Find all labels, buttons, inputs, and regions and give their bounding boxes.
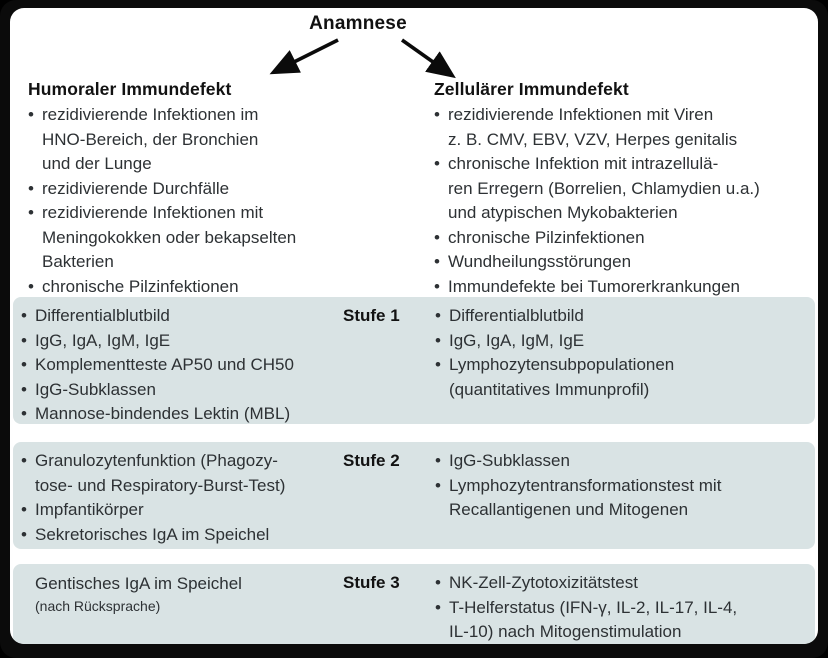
list-item: • NK-Zell-Zytotoxizitätstest <box>435 571 807 596</box>
bullet-icon: • <box>21 306 27 325</box>
bullet-icon: • <box>28 105 34 124</box>
list-item: • Wundheilungsstörungen <box>434 250 816 275</box>
stage3-left-note: (nach Rücksprache) <box>35 598 161 614</box>
bullet-icon: • <box>28 178 34 198</box>
bullet-icon: • <box>21 451 27 470</box>
list-item: • IgG, IgA, IgM, IgE <box>435 329 807 354</box>
bullet-icon: • <box>435 355 441 374</box>
bullet-icon: • <box>435 451 441 470</box>
list-item: • Lymphozytentransformationstest mit Reca… <box>435 474 807 523</box>
list-item: • chronische Infektion mit intrazellulä- … <box>434 152 816 226</box>
list-item: • Impfantikörper <box>21 498 343 523</box>
bullet-icon: • <box>434 105 440 124</box>
diagram-panel: Anamnese Humoraler Immundefekt • rezidivi… <box>10 8 818 644</box>
bullet-icon: • <box>21 404 27 423</box>
diagram-title: Anamnese <box>309 13 407 34</box>
arrow-to-cellular <box>400 38 456 79</box>
bullet-icon: • <box>28 276 34 296</box>
bullet-icon: • <box>434 154 440 173</box>
stage3-left-text: Gentisches IgA im Speichel (nach Rückspr… <box>21 571 343 616</box>
bullet-icon: • <box>21 524 27 544</box>
bullet-icon: • <box>434 276 440 296</box>
stage-row-1: • Differentialblutbild • IgG, IgA, IgM, Ig… <box>13 297 815 424</box>
branch-arrows <box>269 38 456 79</box>
bullet-icon: • <box>21 330 27 350</box>
bullet-icon: • <box>28 203 34 222</box>
list-item: • Differentialblutbild <box>435 304 807 329</box>
list-item: • IgG, IgA, IgM, IgE <box>21 329 343 354</box>
list-item: • Mannose-bindendes Lektin (MBL) <box>21 402 343 427</box>
humoral-list: • rezidivierende Infektionen im HNO-Berei… <box>28 103 364 299</box>
stage1-label: Stufe 1 <box>343 306 400 325</box>
bullet-icon: • <box>435 306 441 325</box>
list-item: • Lymphozytensubpopulationen (quantitativ… <box>435 353 807 402</box>
humoral-column: Humoraler Immundefekt • rezidivierende In… <box>28 79 364 299</box>
list-item: • Immundefekte bei Tumorerkrankungen <box>434 275 816 300</box>
list-item: • IgG-Subklassen <box>435 449 807 474</box>
cellular-header: Zellulärer Immundefekt <box>434 79 629 99</box>
stage1-left-list: • Differentialblutbild • IgG, IgA, IgM, Ig… <box>21 304 343 427</box>
stage2-right-list: • IgG-Subklassen • Lymphozytentransformati… <box>435 449 807 523</box>
list-item: • Komplementteste AP50 und CH50 <box>21 353 343 378</box>
humoral-header: Humoraler Immundefekt <box>28 79 232 99</box>
bullet-icon: • <box>434 227 440 247</box>
list-item: • IgG-Subklassen <box>21 378 343 403</box>
stage2-left-list: • Granulozytenfunktion (Phagozy- tose- un… <box>21 449 343 547</box>
bullet-icon: • <box>21 355 27 374</box>
list-item: • Sekretorisches IgA im Speichel <box>21 523 343 548</box>
stage3-label: Stufe 3 <box>343 573 400 592</box>
list-item: • chronische Pilzinfektionen <box>434 226 816 251</box>
bullet-icon: • <box>435 475 441 495</box>
list-item: • Differentialblutbild <box>21 304 343 329</box>
list-item: • rezidivierende Durchfälle <box>28 177 364 202</box>
stage3-right-list: • NK-Zell-Zytotoxizitätstest • T-Helfersta… <box>435 571 807 644</box>
arrow-to-humoral <box>269 38 339 75</box>
list-item: • rezidivierende Infektionen mit Viren z.… <box>434 103 816 152</box>
list-item: • rezidivierende Infektionen mit Meningok… <box>28 201 364 275</box>
bullet-icon: • <box>435 573 441 592</box>
bullet-icon: • <box>21 500 27 519</box>
cellular-list: • rezidivierende Infektionen mit Viren z.… <box>434 103 816 299</box>
bullet-icon: • <box>435 330 441 350</box>
list-item: • rezidivierende Infektionen im HNO-Berei… <box>28 103 364 177</box>
stage-row-2: • Granulozytenfunktion (Phagozy- tose- un… <box>13 442 815 549</box>
bullet-icon: • <box>21 379 27 399</box>
stage3-left-title: Gentisches IgA im Speichel <box>35 574 242 593</box>
bullet-icon: • <box>434 252 440 271</box>
list-item: • chronische Pilzinfektionen <box>28 275 364 300</box>
cellular-column: Zellulärer Immundefekt • rezidivierende I… <box>434 79 816 299</box>
list-item: • T-Helferstatus (IFN-γ, IL-2, IL-17, IL-… <box>435 596 807 645</box>
stage1-right-list: • Differentialblutbild • IgG, IgA, IgM, Ig… <box>435 304 807 402</box>
stage2-label: Stufe 2 <box>343 451 400 470</box>
list-item: • Granulozytenfunktion (Phagozy- tose- un… <box>21 449 343 498</box>
stage-row-3: Gentisches IgA im Speichel (nach Rückspr… <box>13 564 815 644</box>
bullet-icon: • <box>435 597 441 617</box>
